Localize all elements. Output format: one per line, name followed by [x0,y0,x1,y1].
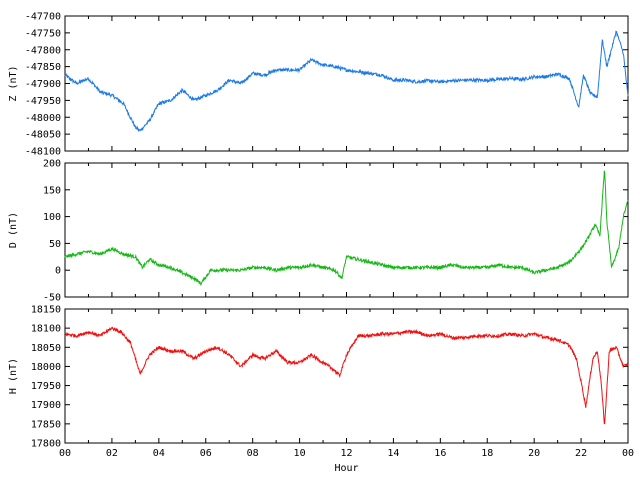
x-tick-label: 18 [481,448,493,459]
x-tick-label: 12 [340,448,352,459]
y-tick-label: -48100 [25,147,61,158]
y-axis-label: Z (nT) [8,65,19,101]
panel-1: 200 150 100 50 0 -50 D (nT) [8,159,629,304]
series-line [64,30,629,132]
y-tick-label: 17850 [31,419,61,430]
y-axis-label: D (nT) [8,212,19,248]
x-tick-label: 04 [153,448,165,459]
x-tick-label: 10 [294,448,306,459]
y-tick-label: -47950 [25,96,61,107]
y-tick-label: -47900 [25,79,61,90]
panel-0: -47700 -47750 -47800 -47850 -47900 -47950 -480… [8,12,629,158]
x-tick-label: 20 [528,448,540,459]
y-tick-label: 0 [55,266,61,277]
x-axis-label: Hour [334,463,358,474]
y-tick-label: -48000 [25,113,61,124]
y-tick-label: 17800 [31,439,61,450]
y-axis-label: H (nT) [8,358,19,394]
y-tick-label: 50 [49,239,61,250]
y-tick-label: 18150 [31,305,61,316]
panel-2: 18150 18100 18050 18000 17950 17900 17850 17800… [8,305,634,475]
y-tick-label: 100 [43,212,61,223]
x-tick-label: 02 [106,448,118,459]
y-tick-label: -47700 [25,12,61,23]
plot-frame [64,308,629,444]
x-tick-label: 16 [434,448,446,459]
y-tick-label: -48050 [25,130,61,141]
y-tick-label: 17950 [31,381,61,392]
x-tick-label: 00 [59,448,71,459]
x-tick-label: 14 [387,448,399,459]
x-tick-label: 06 [200,448,212,459]
x-tick-label: 08 [247,448,259,459]
plot-frame [64,162,629,298]
y-tick-label: 200 [43,159,61,170]
x-tick-label: 22 [575,448,587,459]
y-tick-label: -50 [43,293,61,304]
y-tick-label: -47750 [25,28,61,39]
y-tick-label: 150 [43,185,61,196]
x-tick-label: 00 [622,448,634,459]
y-tick-label: -47800 [25,45,61,56]
series-line [64,326,629,425]
y-tick-label: 18000 [31,362,61,373]
series-line [64,170,629,287]
y-tick-label: 18050 [31,343,61,354]
plot-frame [64,15,629,152]
y-tick-label: 17900 [31,400,61,411]
y-tick-label: -47850 [25,62,61,73]
y-tick-label: 18100 [31,324,61,335]
